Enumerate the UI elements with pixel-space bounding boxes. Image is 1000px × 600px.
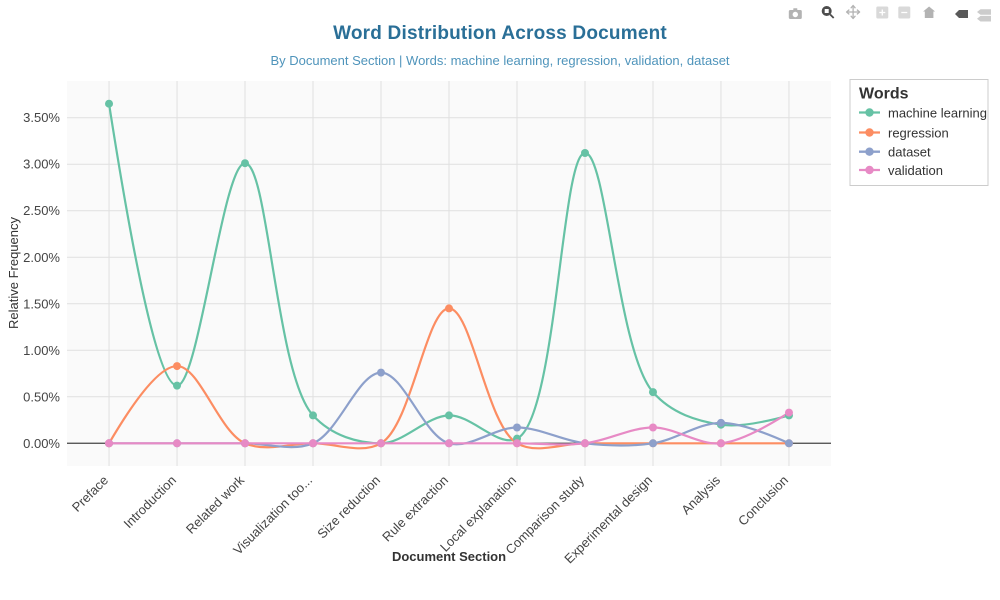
svg-text:2.50%: 2.50%: [23, 203, 60, 218]
svg-text:Related work: Related work: [183, 472, 248, 537]
svg-text:dataset: dataset: [888, 145, 931, 160]
svg-text:Conclusion: Conclusion: [735, 473, 791, 529]
svg-text:0.50%: 0.50%: [23, 389, 60, 404]
svg-text:0.00%: 0.00%: [23, 436, 60, 451]
svg-text:Introduction: Introduction: [120, 473, 179, 532]
svg-text:regression: regression: [888, 126, 949, 141]
svg-text:Size reduction: Size reduction: [314, 473, 383, 542]
svg-text:Analysis: Analysis: [678, 472, 723, 517]
svg-text:1.00%: 1.00%: [23, 343, 60, 358]
svg-text:Document Section: Document Section: [392, 549, 506, 564]
svg-text:3.50%: 3.50%: [23, 110, 60, 125]
svg-text:machine learning: machine learning: [888, 106, 987, 121]
svg-text:Rule extraction: Rule extraction: [379, 473, 451, 545]
svg-text:validation: validation: [888, 163, 943, 178]
svg-text:2.00%: 2.00%: [23, 250, 60, 265]
svg-text:Preface: Preface: [69, 473, 111, 515]
svg-text:3.00%: 3.00%: [23, 157, 60, 172]
svg-text:Relative Frequency: Relative Frequency: [6, 217, 21, 329]
svg-text:Words: Words: [859, 85, 909, 102]
svg-text:1.50%: 1.50%: [23, 296, 60, 311]
